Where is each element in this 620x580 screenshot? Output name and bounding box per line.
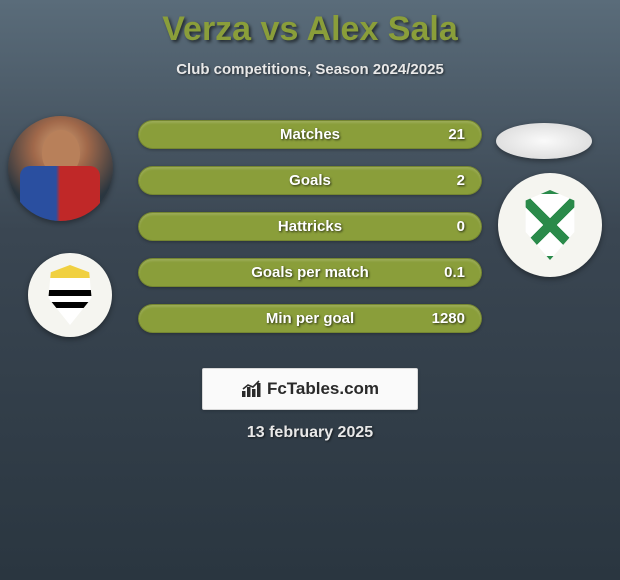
stat-value: 21 [448,126,465,143]
stat-bar-matches: Matches 21 [138,120,482,149]
stat-bar-min-per-goal: Min per goal 1280 [138,304,482,333]
bar-chart-icon [241,380,263,398]
club-logo-right [498,173,602,277]
stat-label: Min per goal [266,310,354,327]
stat-label: Hattricks [278,218,342,235]
page-title: Verza vs Alex Sala [0,10,620,49]
stat-label: Goals [289,172,331,189]
date-label: 13 february 2025 [0,424,620,442]
main-container: Verza vs Alex Sala Club competitions, Se… [0,0,620,442]
player-placeholder-right [496,123,592,159]
subtitle: Club competitions, Season 2024/2025 [0,61,620,78]
stats-area: Matches 21 Goals 2 Hattricks 0 Goals per… [0,108,620,368]
stat-bar-goals: Goals 2 [138,166,482,195]
stat-bar-goals-per-match: Goals per match 0.1 [138,258,482,287]
stat-label: Matches [280,126,340,143]
player-avatar-left [8,116,113,221]
brand-box[interactable]: FcTables.com [202,368,418,410]
stat-value: 1280 [432,310,465,327]
shield-icon [46,265,94,325]
crest-icon [521,190,579,260]
stat-bars: Matches 21 Goals 2 Hattricks 0 Goals per… [138,120,482,350]
stat-value: 0 [457,218,465,235]
stat-bar-hattricks: Hattricks 0 [138,212,482,241]
stat-label: Goals per match [251,264,369,281]
stat-value: 0.1 [444,264,465,281]
stat-value: 2 [457,172,465,189]
brand-text: FcTables.com [267,379,379,399]
club-logo-bottom-left [28,253,112,337]
